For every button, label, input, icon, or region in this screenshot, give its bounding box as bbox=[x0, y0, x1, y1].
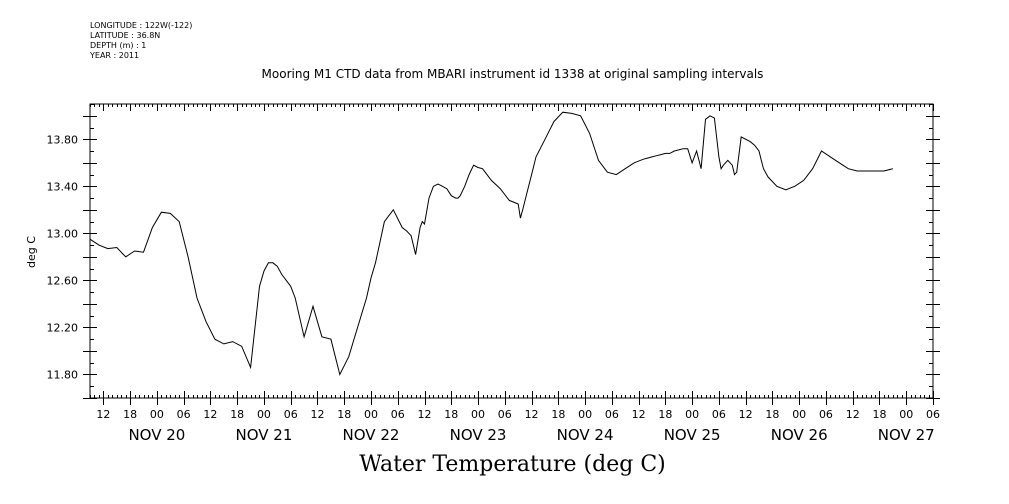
temperature-series-line bbox=[89, 111, 894, 376]
x-hour-tick-label: 12 bbox=[203, 408, 217, 421]
x-axis-title-text: Water Temperature (deg C) bbox=[359, 452, 666, 477]
x-day-label: NOV 24 bbox=[557, 426, 614, 444]
y-tick-label: 13.00 bbox=[47, 227, 79, 240]
y-tick-label: 13.40 bbox=[47, 180, 79, 193]
y-tick-label: 11.80 bbox=[47, 368, 79, 381]
x-hour-tick-label: 06 bbox=[177, 408, 191, 421]
longitude-label: LONGITUDE : 122W(-122) bbox=[90, 21, 193, 30]
x-hour-tick-label: 06 bbox=[819, 408, 833, 421]
x-hour-tick-label: 18 bbox=[230, 408, 244, 421]
x-hour-tick-label: 12 bbox=[846, 408, 860, 421]
y-tick-label: 13.80 bbox=[47, 133, 79, 146]
x-hour-tick-label: 06 bbox=[926, 408, 940, 421]
x-hour-tick-label: 12 bbox=[96, 408, 110, 421]
x-day-label: NOV 26 bbox=[771, 426, 828, 444]
x-hour-tick-label: 00 bbox=[257, 408, 271, 421]
x-day-label: NOV 22 bbox=[343, 426, 400, 444]
x-hour-tick-label: 00 bbox=[364, 408, 378, 421]
x-axis-title: Water Temperature (deg C) bbox=[0, 452, 1009, 477]
x-hour-tick-label: 00 bbox=[685, 408, 699, 421]
x-hour-tick-label: 00 bbox=[578, 408, 592, 421]
chart-title: Mooring M1 CTD data from MBARI instrumen… bbox=[0, 67, 1009, 81]
x-hour-tick-label: 12 bbox=[418, 408, 432, 421]
x-hour-tick-label: 18 bbox=[551, 408, 565, 421]
x-day-label: NOV 21 bbox=[236, 426, 293, 444]
x-hour-tick-label: 18 bbox=[444, 408, 458, 421]
x-hour-tick-label: 12 bbox=[525, 408, 539, 421]
x-hour-tick-label: 12 bbox=[739, 408, 753, 421]
x-hour-tick-label: 06 bbox=[391, 408, 405, 421]
y-axis-label: deg C bbox=[25, 236, 38, 268]
x-day-label: NOV 25 bbox=[664, 426, 721, 444]
x-hour-tick-label: 00 bbox=[792, 408, 806, 421]
x-day-label: NOV 23 bbox=[450, 426, 507, 444]
axes-group bbox=[89, 103, 934, 399]
metadata-block: LONGITUDE : 122W(-122) LATITUDE : 36.8N … bbox=[90, 21, 192, 61]
x-hour-tick-label: 18 bbox=[872, 408, 886, 421]
x-hour-tick-label: 18 bbox=[658, 408, 672, 421]
x-hour-tick-label: 18 bbox=[765, 408, 779, 421]
x-hour-tick-label: 12 bbox=[310, 408, 324, 421]
x-hour-tick-label: 06 bbox=[284, 408, 298, 421]
x-hour-tick-label: 18 bbox=[337, 408, 351, 421]
x-hour-tick-label: 06 bbox=[605, 408, 619, 421]
plot-frame bbox=[89, 103, 934, 399]
x-hour-tick-label: 12 bbox=[632, 408, 646, 421]
x-day-label: NOV 27 bbox=[878, 426, 935, 444]
x-hour-tick-label: 00 bbox=[899, 408, 913, 421]
chart-title-text: Mooring M1 CTD data from MBARI instrumen… bbox=[261, 67, 764, 81]
latitude-label: LATITUDE : 36.8N bbox=[90, 31, 161, 40]
y-tick-label: 12.60 bbox=[47, 274, 79, 287]
x-day-label: NOV 20 bbox=[128, 426, 185, 444]
ticks-group bbox=[83, 104, 940, 405]
x-hour-tick-label: 06 bbox=[498, 408, 512, 421]
tick-labels-group: 12 18 00 06 12 18 00 06 12 18 00 06 12 18 00 06 12 18 00 06… bbox=[47, 133, 941, 444]
x-hour-tick-label: 00 bbox=[150, 408, 164, 421]
x-hour-tick-label: 06 bbox=[712, 408, 726, 421]
x-hour-tick-label: 18 bbox=[123, 408, 137, 421]
depth-label: DEPTH (m) : 1 bbox=[90, 41, 147, 50]
year-label: YEAR : 2011 bbox=[90, 51, 140, 60]
y-tick-label: 12.20 bbox=[47, 321, 79, 334]
x-hour-tick-label: 00 bbox=[471, 408, 485, 421]
